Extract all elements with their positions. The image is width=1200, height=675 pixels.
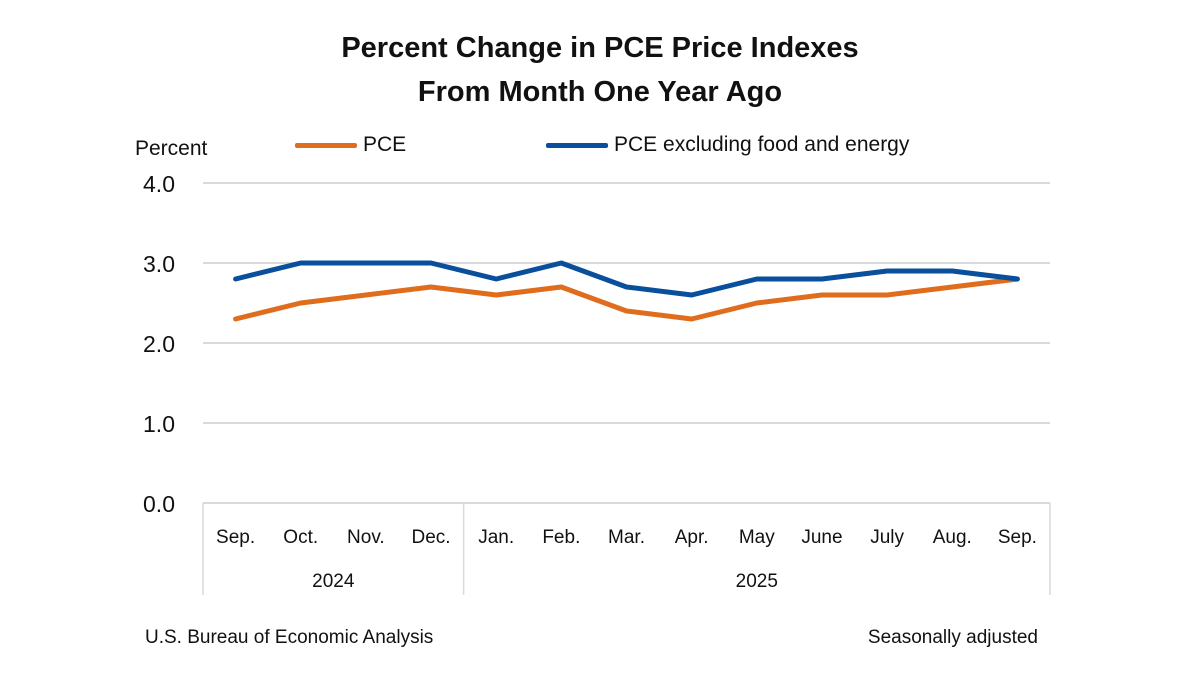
adjustment-note: Seasonally adjusted — [867, 627, 1038, 648]
y-tick-label: 0.0 — [143, 491, 175, 517]
x-tick-label: Jan. — [478, 527, 514, 548]
x-tick-label: Nov. — [347, 527, 385, 548]
x-tick-label: June — [801, 527, 842, 548]
y-tick-label: 4.0 — [143, 171, 175, 197]
x-tick-label: July — [870, 527, 904, 548]
x-tick-label: Sep. — [998, 527, 1037, 548]
legend-item-pce: PCE — [295, 133, 406, 157]
y-axis-label: Percent — [135, 137, 208, 160]
x-tick-label: May — [739, 527, 775, 548]
x-tick-label: Feb. — [542, 527, 580, 548]
y-tick-label: 2.0 — [143, 331, 175, 357]
x-tick-label: Sep. — [216, 527, 255, 548]
source-note: U.S. Bureau of Economic Analysis — [145, 627, 434, 648]
legend-label-core-pce: PCE excluding food and energy — [614, 133, 910, 156]
y-tick-label: 1.0 — [143, 411, 175, 437]
x-tick-label: Apr. — [675, 527, 709, 548]
year-label: 2024 — [312, 571, 355, 592]
legend-swatch-pce — [295, 142, 357, 148]
y-tick-label: 3.0 — [143, 251, 175, 277]
x-tick-label: Aug. — [933, 527, 972, 548]
chart-title-line-2: From Month One Year Ago — [417, 76, 783, 108]
chart-title-line-1: Percent Change in PCE Price Indexes — [341, 32, 859, 64]
year-label: 2025 — [736, 571, 778, 592]
legend-swatch-core-pce — [546, 142, 608, 148]
x-tick-label: Dec. — [411, 527, 450, 548]
legend-item-core-pce: PCE excluding food and energy — [546, 133, 909, 157]
x-tick-label: Mar. — [608, 527, 645, 548]
series-line-core-pce — [233, 260, 1020, 298]
legend-label-pce: PCE — [363, 133, 407, 156]
x-tick-label: Oct. — [283, 527, 318, 548]
